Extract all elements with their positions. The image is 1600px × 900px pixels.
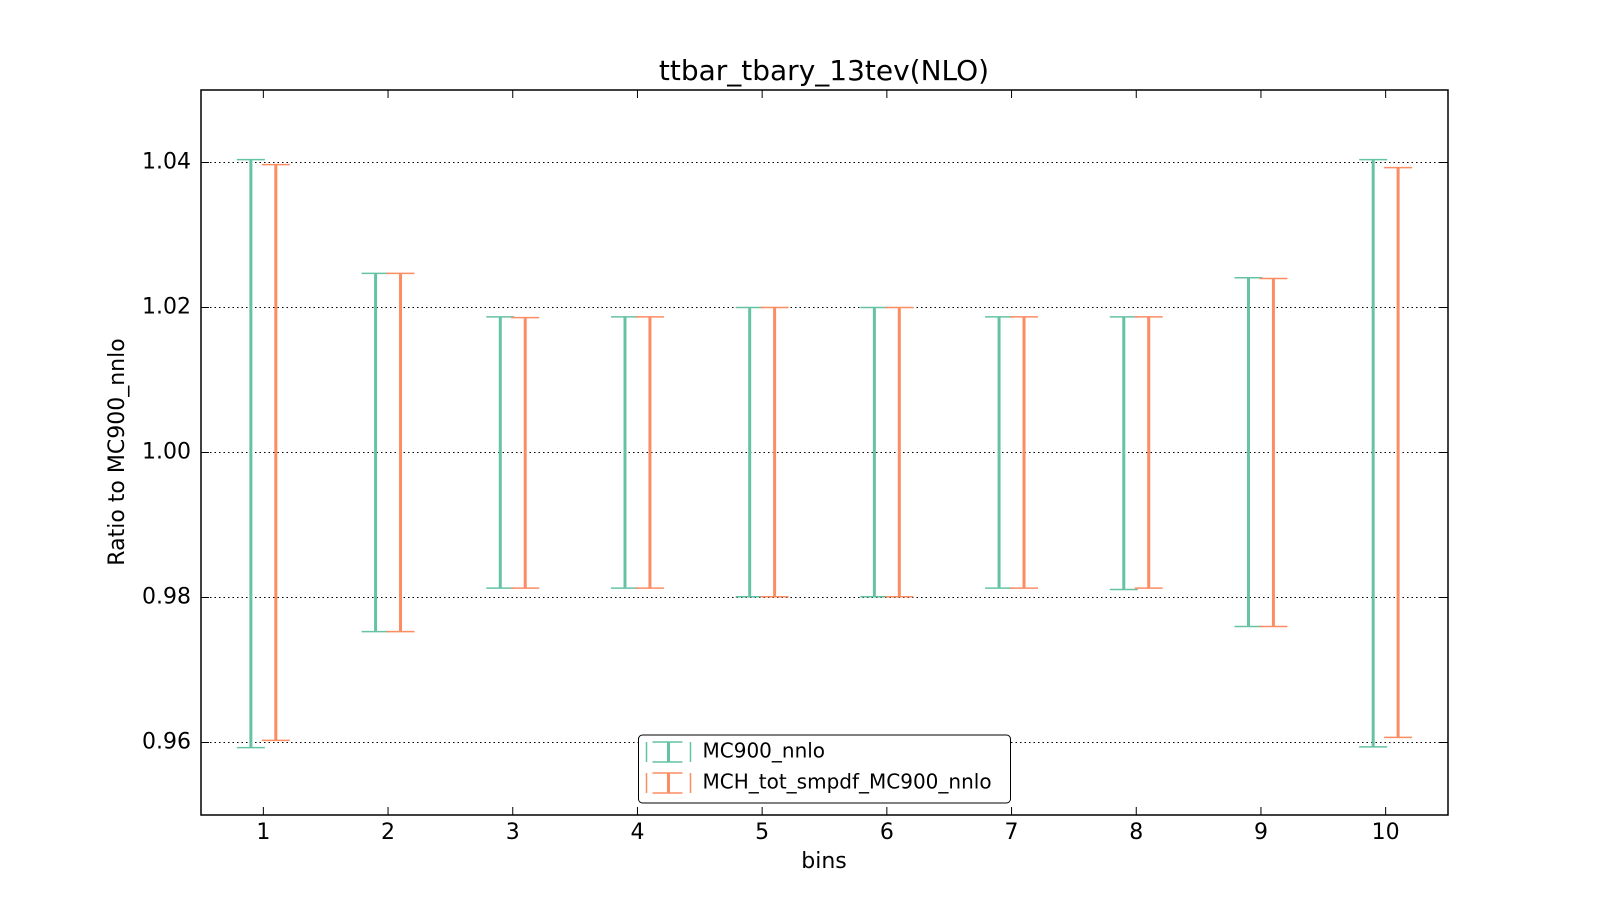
y-tick-label: 1.04 xyxy=(142,150,191,175)
y-tick-label: 0.96 xyxy=(142,730,191,755)
legend-label: MC900_nnlo xyxy=(703,739,826,763)
x-tick-label: 4 xyxy=(630,820,644,845)
x-tick-label: 7 xyxy=(1005,820,1019,845)
x-tick-label: 2 xyxy=(381,820,395,845)
y-axis-label: Ratio to MC900_nnlo xyxy=(105,338,130,565)
legend: MC900_nnlo MCH_tot_smpdf_MC900_nnlo xyxy=(638,734,1011,804)
chart-title: ttbar_tbary_13tev(NLO) xyxy=(659,54,989,87)
x-tick-label: 9 xyxy=(1254,820,1268,845)
x-axis-label: bins xyxy=(801,849,846,874)
y-tick-label: 0.98 xyxy=(142,585,191,610)
x-tick-label: 6 xyxy=(880,820,894,845)
y-tick-label: 1.00 xyxy=(142,440,191,465)
x-tick-label: 8 xyxy=(1129,820,1143,845)
x-tick-label: 5 xyxy=(755,820,769,845)
x-tick-label: 10 xyxy=(1372,820,1400,845)
legend-label: MCH_tot_smpdf_MC900_nnlo xyxy=(703,770,992,794)
x-tick-label: 1 xyxy=(256,820,270,845)
y-tick-label: 1.02 xyxy=(142,295,191,320)
plot-frame xyxy=(200,89,1449,816)
x-tick-label: 3 xyxy=(506,820,520,845)
legend-box xyxy=(638,734,1011,804)
